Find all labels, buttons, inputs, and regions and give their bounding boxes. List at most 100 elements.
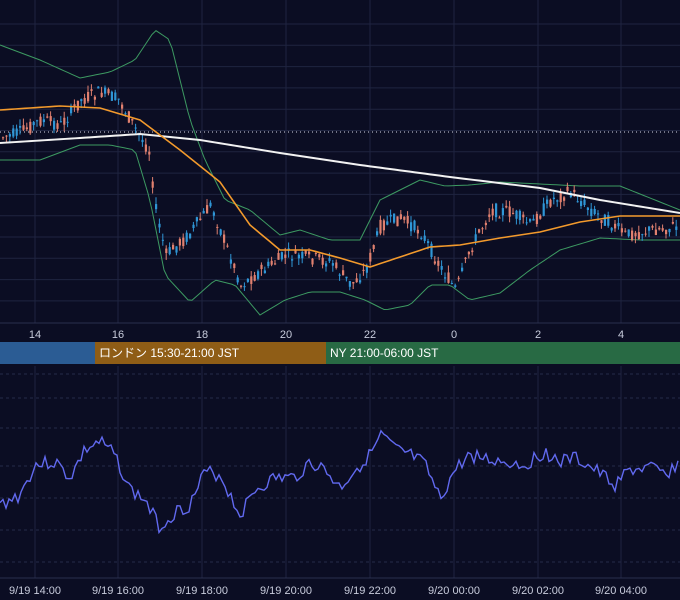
candle-body — [199, 218, 202, 221]
candle-body — [603, 214, 606, 226]
candle-body — [464, 257, 467, 259]
bollinger-upper-band — [0, 30, 680, 241]
candle-body — [240, 285, 243, 287]
candle-body — [36, 120, 39, 122]
candle-body — [53, 120, 56, 130]
candle-body — [454, 285, 457, 287]
candle-body — [372, 245, 375, 250]
candle-body — [22, 125, 25, 130]
candle-body — [155, 204, 158, 210]
candle-body — [427, 241, 430, 244]
candle-body — [365, 266, 368, 273]
candle-body — [644, 233, 647, 235]
indicator-xaxis-tick-label: 9/19 14:00 — [9, 585, 61, 597]
candle-body — [297, 254, 300, 259]
candle-body — [467, 251, 470, 255]
candle-body — [182, 237, 185, 247]
candle-body — [284, 254, 287, 258]
candle-body — [178, 238, 181, 246]
candle-body — [573, 189, 576, 193]
candle-body — [423, 235, 426, 241]
indicator-xaxis-tick-label: 9/19 20:00 — [260, 585, 312, 597]
candle-body — [420, 237, 423, 239]
candle-body — [610, 227, 613, 231]
candle-body — [100, 92, 103, 97]
candle-body — [93, 96, 96, 100]
candle-body — [325, 263, 328, 267]
candle-body — [73, 104, 76, 107]
candle-body — [12, 128, 15, 137]
candle-body — [522, 214, 525, 218]
candle-body — [25, 127, 28, 130]
candle-body — [410, 222, 413, 232]
session-bar-tokyo — [0, 342, 95, 364]
candle-body — [586, 207, 589, 210]
main-xaxis-tick-label: 0 — [451, 329, 457, 341]
main-xaxis-tick-label: 20 — [280, 329, 292, 341]
candle-body — [376, 231, 379, 236]
candle-body — [8, 134, 11, 137]
candle-body — [641, 234, 644, 236]
main-xaxis-tick-label: 22 — [364, 329, 376, 341]
candle-body — [263, 270, 266, 274]
candle-body — [209, 202, 212, 207]
candle-body — [345, 276, 348, 279]
candle-body — [505, 205, 508, 208]
candle-body — [165, 248, 168, 253]
candle-body — [270, 260, 273, 265]
indicator-xaxis-tick-label: 9/20 04:00 — [595, 585, 647, 597]
candle-body — [461, 267, 464, 271]
candle-body — [206, 205, 209, 214]
candle-body — [478, 229, 481, 233]
candle-body — [83, 97, 86, 104]
candle-body — [219, 229, 222, 235]
candle-body — [280, 252, 283, 260]
candle-body — [352, 282, 355, 284]
candle-body — [192, 224, 195, 229]
candle-body — [631, 230, 634, 241]
candle-body — [614, 223, 617, 229]
candle-body — [342, 270, 345, 276]
candle-body — [563, 197, 566, 201]
candle-body — [668, 228, 671, 233]
candle-body — [260, 264, 263, 270]
candle-body — [430, 243, 433, 258]
main-chart-grid — [0, 0, 680, 323]
candle-body — [488, 214, 491, 217]
candle-body — [5, 135, 8, 137]
candle-body — [131, 118, 134, 121]
candle-body — [246, 278, 249, 282]
candle-body — [76, 100, 79, 111]
candle-body — [348, 281, 351, 287]
candle-body — [654, 229, 657, 236]
candle-body — [172, 244, 175, 250]
session-bar-london: ロンドン 15:30-21:00 JST — [95, 342, 326, 364]
candle-body — [549, 199, 552, 207]
moving-average-short — [0, 105, 680, 268]
candle-body — [117, 98, 120, 100]
candle-body — [90, 89, 93, 92]
candle-body — [66, 121, 69, 123]
candle-body — [175, 246, 178, 253]
candle-body — [437, 260, 440, 266]
candle-body — [335, 262, 338, 268]
candle-body — [495, 203, 498, 218]
candle-body — [532, 218, 535, 221]
candle-body — [15, 128, 18, 136]
candle-body — [233, 263, 236, 269]
candle-body — [501, 208, 504, 216]
candle-body — [189, 233, 192, 239]
candle-body — [202, 210, 205, 214]
candle-body — [515, 210, 518, 219]
candle-body — [403, 216, 406, 220]
candle-body — [539, 215, 542, 219]
candle-body — [406, 216, 409, 224]
candle-body — [627, 229, 630, 237]
candle-body — [433, 261, 436, 264]
candle-body — [369, 252, 372, 262]
candle-body — [440, 266, 443, 270]
candle-body — [277, 252, 280, 260]
candle-body — [250, 276, 253, 284]
candle-body — [535, 213, 538, 224]
candle-body — [87, 91, 90, 102]
